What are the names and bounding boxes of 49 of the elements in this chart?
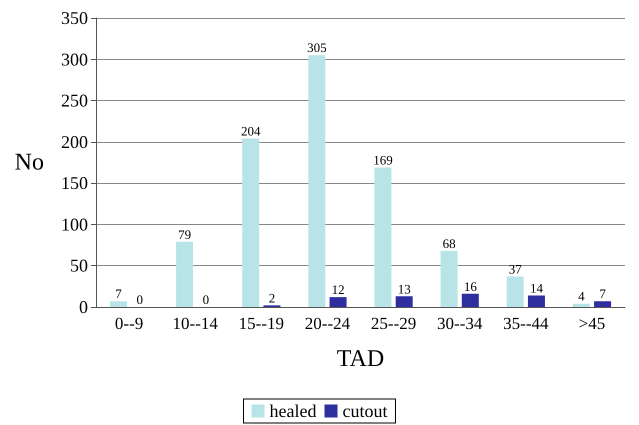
bar (242, 138, 260, 307)
y-tick-label: 250 (61, 90, 88, 111)
bar (396, 296, 413, 307)
data-label: 4 (578, 288, 586, 304)
data-label: 0 (202, 292, 210, 307)
x-tick-label: 10--14 (172, 314, 218, 333)
data-label: 37 (508, 261, 522, 276)
x-tick-label: 20--24 (304, 314, 351, 333)
data-label: 12 (332, 282, 345, 298)
data-label: 204 (240, 124, 261, 139)
x-tick-label: 15--19 (238, 314, 284, 333)
data-label: 7 (115, 286, 122, 302)
y-tick-label: 100 (61, 214, 88, 234)
bar (374, 167, 392, 307)
x-axis-title: TAD (336, 346, 384, 372)
y-tick-label: 200 (61, 132, 88, 152)
y-axis-title: No (14, 150, 44, 176)
x-tick-label: 0--9 (114, 314, 144, 333)
y-tick-label: 0 (79, 297, 88, 317)
bar (330, 297, 347, 307)
data-label: 79 (178, 226, 192, 242)
x-tick-label: 30--34 (437, 314, 483, 333)
data-label: 2 (268, 290, 276, 306)
legend-label: cutout (342, 401, 388, 421)
y-tick-label: 50 (70, 256, 88, 276)
bar (308, 55, 326, 307)
bar (506, 276, 524, 307)
bar (110, 301, 127, 307)
x-tick-label: >45 (578, 314, 606, 333)
legend-label: healed (270, 401, 316, 421)
bar (528, 295, 545, 307)
data-label: 7 (599, 286, 606, 302)
bar (572, 304, 590, 307)
data-label: 14 (530, 280, 544, 296)
data-label: 0 (136, 292, 143, 307)
data-label: 16 (464, 278, 478, 294)
data-label: 305 (307, 40, 327, 56)
bar (440, 250, 458, 307)
x-tick-label: 25--29 (370, 314, 416, 333)
data-label: 68 (442, 236, 456, 251)
data-label: 13 (398, 281, 411, 296)
data-label: 169 (373, 152, 393, 168)
y-tick-label: 350 (61, 8, 88, 28)
bar (176, 242, 194, 307)
x-tick-label: 35--44 (503, 314, 549, 333)
bar (594, 301, 612, 307)
y-tick-label: 300 (61, 49, 88, 70)
y-tick-label: 150 (61, 173, 88, 194)
bar (462, 294, 479, 307)
